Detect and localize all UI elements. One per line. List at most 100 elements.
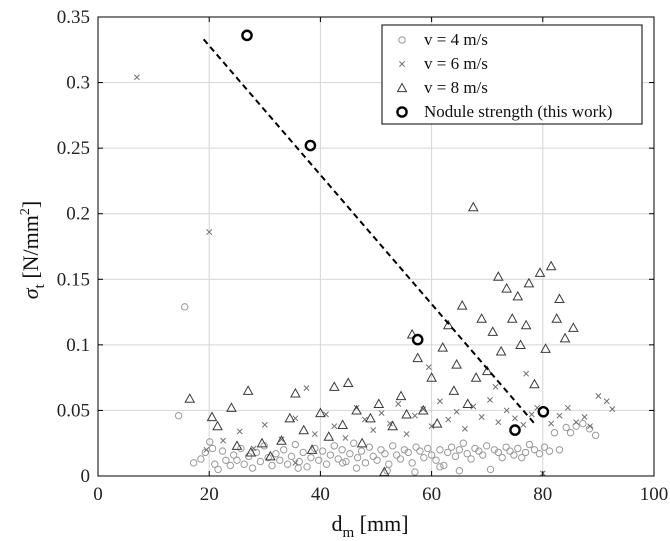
v4-point (498, 453, 506, 462)
v4-point (373, 456, 381, 464)
series-v8 (184, 201, 579, 477)
v4-point (412, 443, 420, 451)
v8-point (492, 271, 504, 281)
v4-point (357, 447, 366, 455)
v8-point (206, 411, 218, 422)
v4-point (392, 451, 401, 459)
series-v6 (133, 74, 616, 477)
v4-point (272, 450, 280, 458)
v6-point (386, 420, 393, 427)
v4-point (424, 444, 432, 453)
v8-point (481, 365, 493, 376)
v4-point (555, 446, 564, 454)
v8-point (328, 381, 340, 391)
v8-point (231, 440, 243, 450)
v4-point (545, 447, 554, 455)
v6-point (278, 436, 285, 443)
nodule-strength-point (304, 139, 317, 152)
y-tick-label: 0.1 (66, 335, 90, 356)
v8-point (356, 437, 368, 448)
v6-point (436, 398, 443, 405)
v6-point (528, 411, 535, 418)
v4-point (283, 460, 292, 468)
v4-point (256, 457, 265, 466)
v6-point (512, 415, 518, 422)
v8-point (568, 322, 579, 332)
v8-point (520, 319, 532, 330)
v8-point (387, 420, 399, 431)
v4-point (240, 460, 248, 468)
y-axis-label: σt [N/mm2] (18, 201, 48, 299)
x-axis-label-unit: [mm] (354, 511, 408, 536)
y-axis-label-unit-sup: 2 (18, 208, 33, 215)
v6-point (220, 437, 227, 444)
x-tick-label: 80 (533, 484, 552, 505)
v6-point (378, 410, 385, 417)
v4-point (206, 438, 214, 446)
series-v4 (174, 303, 600, 476)
legend-marker-v4 (398, 36, 406, 44)
v8-point (529, 378, 540, 389)
v8-point (495, 345, 507, 356)
y-axis-label-main: σ (18, 287, 43, 299)
v4-point (436, 446, 444, 454)
v6-point (428, 423, 435, 430)
v8-point (417, 404, 429, 415)
v4-point (385, 460, 393, 468)
v8-point (426, 372, 437, 382)
v8-point (395, 390, 407, 401)
v8-point (523, 277, 535, 288)
x-tick-label: 0 (93, 484, 103, 505)
v6-point (425, 364, 432, 371)
v8-point (276, 435, 287, 445)
v4-point (479, 451, 487, 459)
v6-point (556, 412, 563, 419)
v6-point (292, 459, 299, 466)
legend: v = 4 m/s v = 6 m/s v = 8 m/s Nodule str… (381, 24, 643, 125)
v4-point (307, 453, 315, 462)
v4-point (420, 453, 428, 462)
x-axis-label-main: d (331, 511, 342, 536)
v4-point (514, 444, 522, 453)
v4-point (201, 448, 210, 457)
v4-point (299, 448, 307, 457)
v4-point (400, 446, 409, 454)
nodule-strength-point (509, 424, 521, 436)
v6-point (487, 396, 493, 403)
v4-point (353, 453, 362, 462)
v6-point (236, 428, 243, 435)
y-tick-label: 0.35 (57, 7, 90, 28)
legend-marker-nodule-strength (396, 106, 408, 118)
v8-point (506, 313, 518, 323)
v4-point (280, 446, 288, 454)
v4-point (436, 463, 444, 471)
data-markers (133, 74, 616, 477)
v4-point (475, 447, 483, 455)
v6-point (411, 412, 418, 419)
x-axis-label: dm [mm] (331, 511, 408, 541)
v4-point (294, 464, 302, 472)
v4-point (334, 455, 342, 463)
v6-point (445, 416, 452, 423)
v4-point (494, 448, 503, 457)
legend-box (381, 24, 643, 125)
v4-point (455, 446, 464, 454)
v4-point (226, 461, 235, 470)
v4-point (303, 463, 311, 471)
v6-point (548, 420, 555, 427)
legend-label-v8: v = 8 m/s (424, 78, 488, 97)
v8-point (226, 402, 237, 412)
v4-point (352, 464, 361, 472)
v4-point (404, 448, 412, 457)
y-tick-label: 0.3 (66, 73, 90, 94)
nodule-strength-point (411, 333, 424, 346)
v6-point (523, 370, 530, 377)
v4-point (338, 446, 346, 454)
v4-point (521, 448, 530, 457)
v8-point (545, 260, 557, 271)
v4-point (181, 303, 189, 311)
v4-point (222, 456, 230, 464)
v8-point (487, 326, 499, 336)
v4-point (506, 447, 514, 455)
